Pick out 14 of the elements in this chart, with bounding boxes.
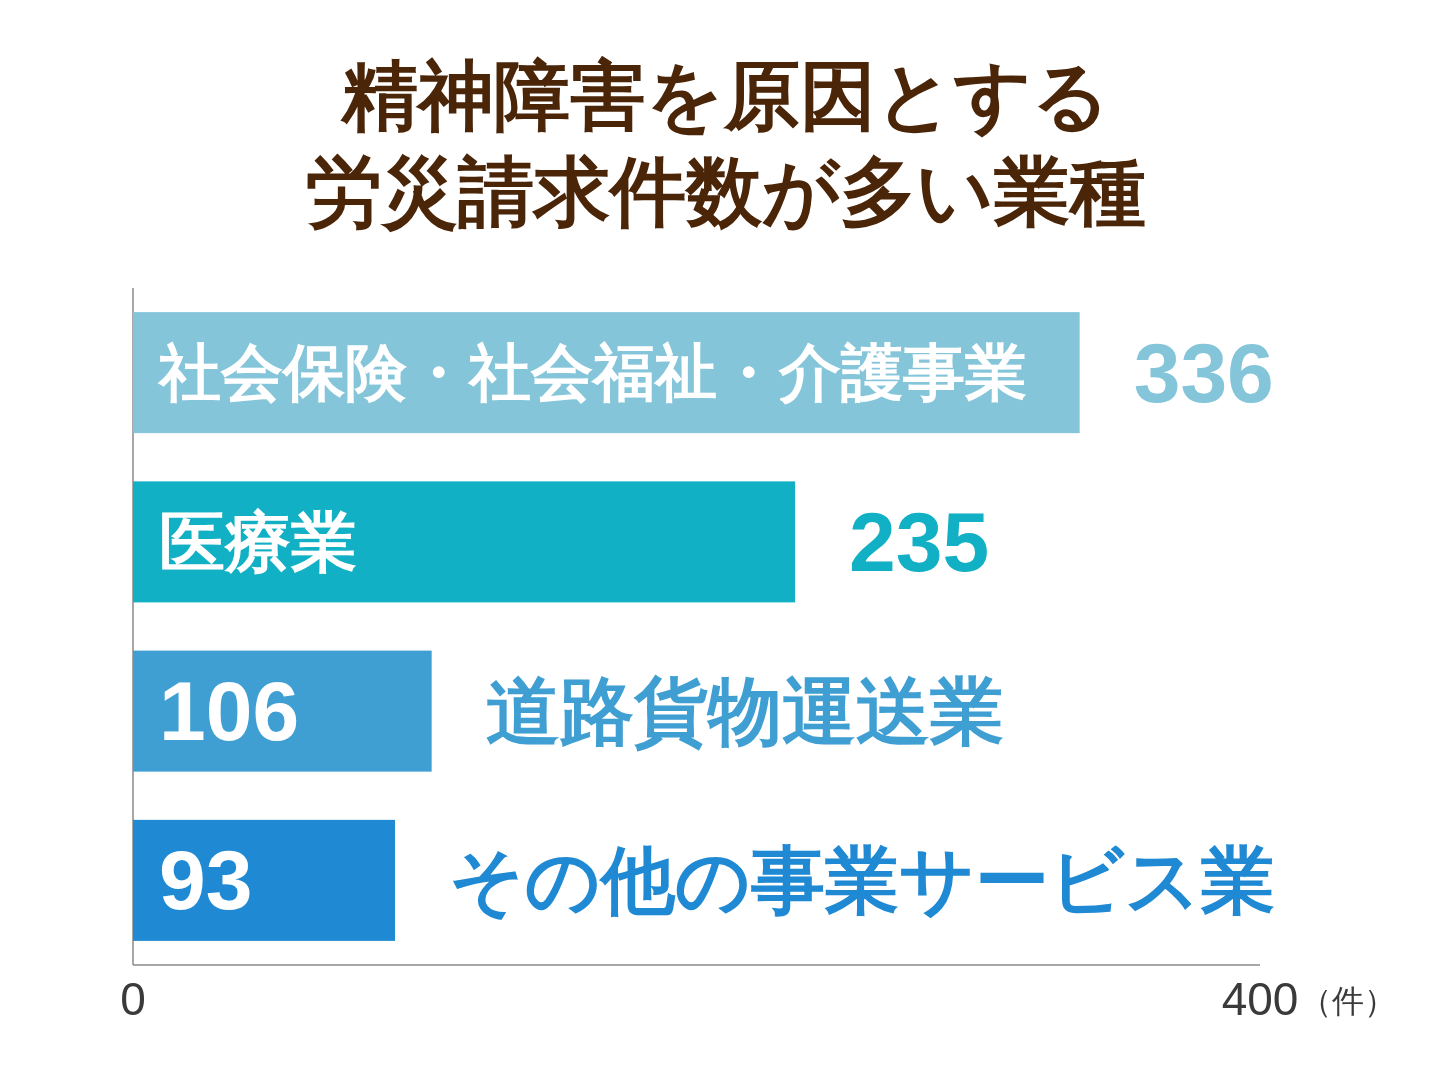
y-tick-label: 社会保険・社会福祉・介護事業 [157, 338, 1027, 408]
data-label: 106 [159, 664, 300, 759]
data-label: 93 [159, 833, 253, 928]
y-tick-label: その他の事業サービス業 [449, 838, 1276, 922]
x-tick-label: 400 [1221, 973, 1299, 1025]
bar [133, 819, 396, 941]
data-label: 235 [849, 494, 990, 589]
x-tick-label: 0 [120, 973, 146, 1025]
x-axis-title: （件） [1300, 983, 1397, 1019]
chart-title: 精神障害を原因とする労災請求件数が多い業種 [306, 53, 1146, 234]
y-tick-label: 医療業 [159, 504, 357, 579]
data-label: 336 [1133, 325, 1274, 420]
y-tick-label: 道路貨物運送業 [485, 669, 1004, 753]
bar [133, 481, 796, 603]
